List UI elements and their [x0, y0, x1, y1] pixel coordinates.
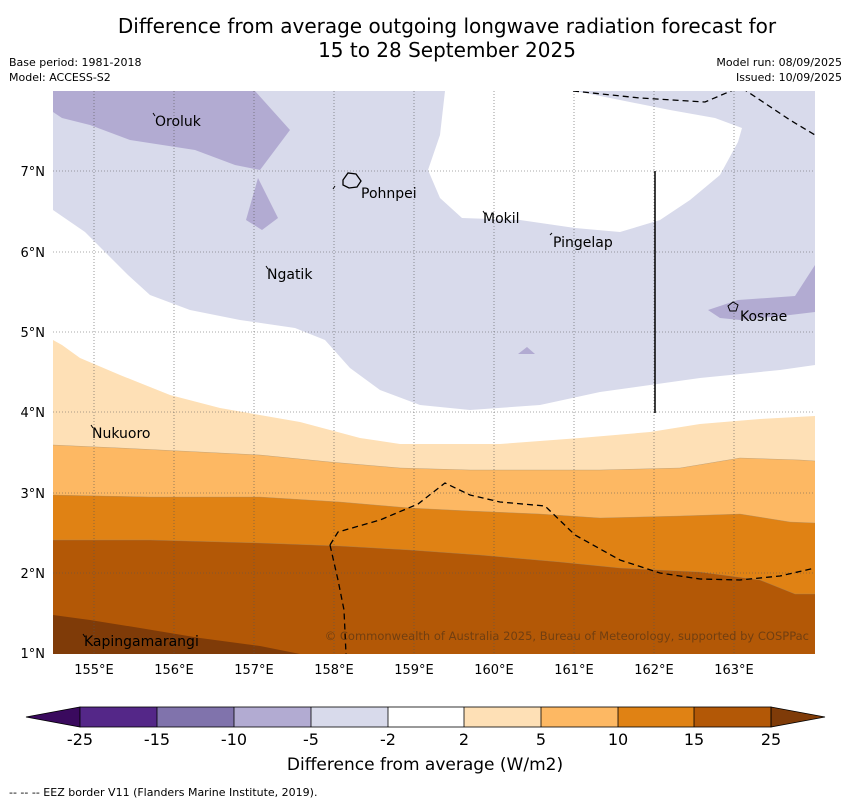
colorbar-tick-label: -2 [380, 730, 396, 749]
colorbar-min-arrow [25, 706, 81, 728]
place-label: Mokil [483, 211, 520, 227]
issued-date: Issued: 10/09/2025 [735, 71, 842, 84]
copyright-text: © Commonwealth of Australia 2025, Bureau… [325, 629, 809, 643]
colorbar-tick-label: 25 [761, 730, 781, 749]
colorbar-swatch [388, 707, 464, 727]
colorbar-swatch [694, 707, 771, 727]
lat-tick-label: 4°N [21, 406, 46, 421]
lon-tick-label: 159°E [394, 663, 434, 678]
neutral-patch-north [428, 91, 742, 232]
lat-tick-label: 5°N [21, 326, 46, 341]
lat-tick-label: 2°N [21, 567, 46, 582]
colorbar-tick-label: 5 [536, 730, 546, 749]
colorbar-tick-label: -25 [67, 730, 93, 749]
place-label: Pohnpei [361, 186, 417, 202]
map-fill: Oroluk Pohnpei Mokil Pingelap Ngatik Kos… [53, 91, 815, 654]
band-pos-over-25 [53, 615, 300, 654]
eez-borders [329, 91, 815, 654]
title-line-2: 15 to 28 September 2025 [318, 38, 576, 62]
title-line-1: Difference from average outgoing longwav… [117, 14, 777, 38]
model-name: Model: ACCESS-S2 [9, 71, 111, 84]
meta-left: Base period: 1981-2018 Model: ACCESS-S2 [9, 55, 141, 85]
meta-right: Model run: 08/09/2025 Issued: 10/09/2025 [716, 55, 842, 85]
colorbar-tick-label: 10 [608, 730, 628, 749]
lat-tick-label: 3°N [21, 487, 46, 502]
place-label: Pingelap [553, 235, 613, 251]
eez-footnote: -- -- -- EEZ border V11 (Flanders Marine… [9, 786, 318, 799]
base-period: Base period: 1981-2018 [9, 56, 142, 69]
colorbar-swatch [80, 707, 157, 727]
place-label: Kapingamarangi [84, 634, 199, 650]
place-label: Kosrae [740, 309, 787, 325]
colorbar-tick-label: -10 [221, 730, 247, 749]
lon-tick-label: 163°E [714, 663, 754, 678]
colorbar-max-arrow [770, 706, 826, 728]
pohnpei-island [342, 172, 362, 189]
lon-tick-label: 155°E [74, 663, 114, 678]
colorbar-tick-label: -15 [144, 730, 170, 749]
map-title: Difference from average outgoing longwav… [0, 14, 850, 62]
colorbar-label: Difference from average (W/m2) [286, 755, 564, 775]
colorbar-tick-label: 2 [459, 730, 469, 749]
colorbar-swatch [541, 707, 618, 727]
lat-tick-label: 1°N [21, 647, 46, 662]
place-label: Nukuoro [92, 426, 150, 442]
colorbar-tick-label: -5 [303, 730, 319, 749]
lat-tick-label: 7°N [21, 165, 46, 180]
colorbar: -25 -15 -10 -5 -2 2 5 10 15 25 [25, 706, 826, 749]
colorbar-swatch [157, 707, 234, 727]
band-neg-medium-oroluk [53, 91, 290, 170]
place-label: Ngatik [267, 267, 313, 283]
lon-tick-label: 157°E [234, 663, 274, 678]
colorbar-swatch [464, 707, 541, 727]
colorbar-swatch [234, 707, 311, 727]
atoll-marks [82, 112, 553, 638]
lon-tick-label: 160°E [474, 663, 514, 678]
lon-tick-label: 162°E [634, 663, 674, 678]
colorbar-swatch [311, 707, 388, 727]
contour-lines [53, 444, 815, 595]
graticule [53, 91, 815, 654]
model-run: Model run: 08/09/2025 [716, 56, 842, 69]
lon-tick-label: 161°E [554, 663, 594, 678]
lat-tick-label: 6°N [21, 246, 46, 261]
colorbar-swatch [618, 707, 694, 727]
place-label: Oroluk [155, 114, 202, 130]
band-neg-medium-kosrae [708, 265, 815, 320]
kosrae-island [727, 301, 739, 312]
lon-tick-label: 156°E [154, 663, 194, 678]
band-neg-medium-speck [518, 347, 535, 354]
lon-tick-label: 158°E [314, 663, 354, 678]
colorbar-tick-label: 15 [684, 730, 704, 749]
band-pos-15-25 [53, 540, 815, 654]
